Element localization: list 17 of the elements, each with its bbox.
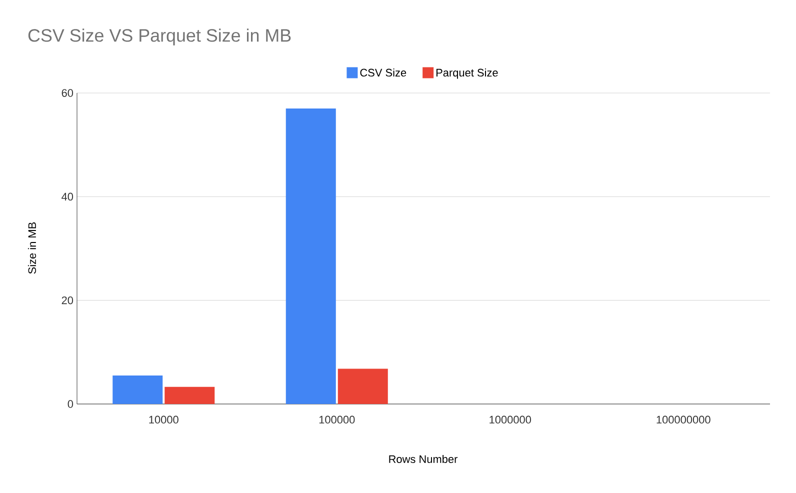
x-tick-label: 100000000 <box>656 416 710 424</box>
y-tick-label: 20 <box>62 296 74 304</box>
y-tick-label: 60 <box>62 89 74 97</box>
y-tick-label: 0 <box>68 400 74 408</box>
x-tick-label: 10000 <box>149 416 178 424</box>
y-axis-title: Size in MB <box>28 222 36 274</box>
legend-label: CSV Size <box>360 68 406 77</box>
bar <box>164 386 215 404</box>
bar <box>338 368 388 404</box>
bar <box>112 375 163 404</box>
x-tick-label: 100000 <box>319 416 355 424</box>
x-tick-label: 1000000 <box>490 416 532 424</box>
chart-title: CSV Size VS Parquet Size in MB <box>28 28 291 46</box>
y-tick-label: 40 <box>62 192 74 201</box>
x-axis-title: Rows Number <box>389 454 458 464</box>
bar <box>286 108 336 404</box>
legend-label: Parquet Size <box>436 68 498 79</box>
